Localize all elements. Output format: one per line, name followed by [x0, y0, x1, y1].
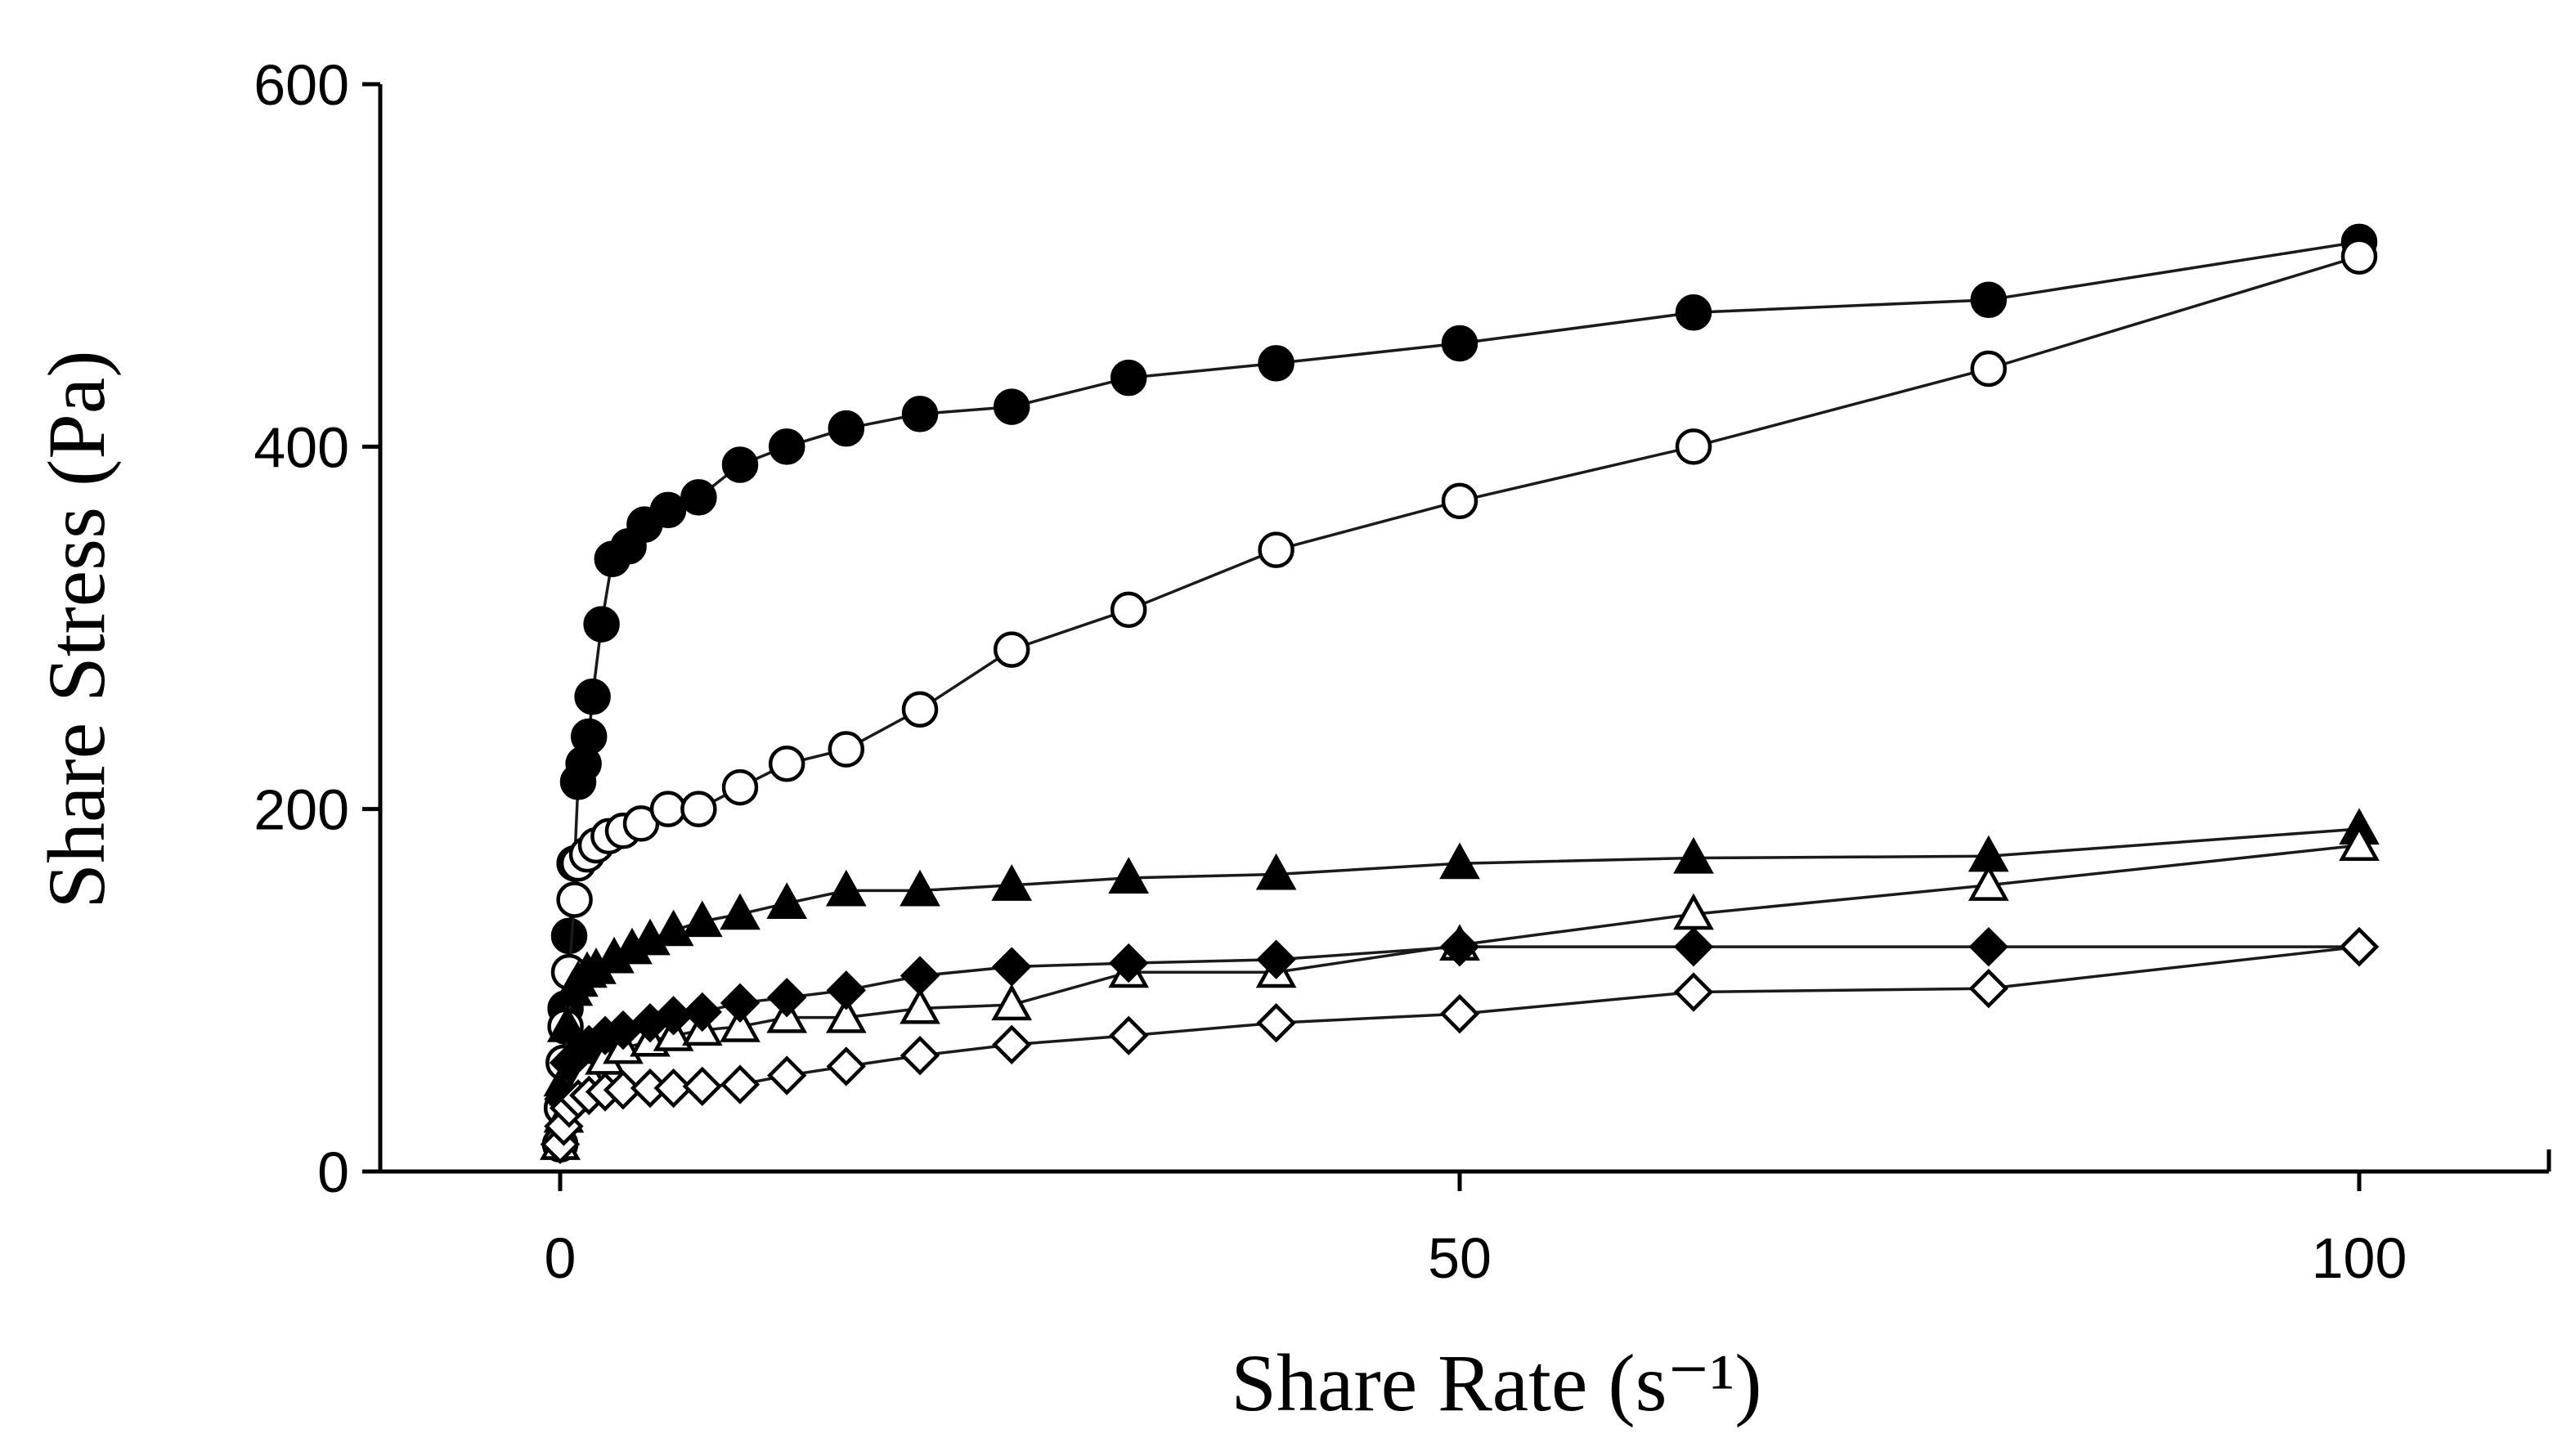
series-layer	[540, 223, 2380, 1164]
data-point	[1258, 531, 1294, 568]
data-point	[2339, 926, 2380, 967]
data-point	[720, 1064, 761, 1104]
data-point	[721, 446, 759, 483]
data-point	[1439, 926, 1480, 967]
data-point	[653, 1068, 693, 1109]
axes	[378, 84, 2551, 1174]
y-axis-title: Share Stress (Pa)	[31, 350, 122, 908]
data-point	[1673, 836, 1714, 874]
data-point	[826, 1046, 866, 1086]
y-ticks: 0 200 400 600	[254, 53, 380, 1204]
data-point	[720, 1006, 761, 1042]
data-point	[991, 864, 1033, 901]
data-point	[900, 987, 940, 1024]
data-point	[825, 869, 867, 907]
data-point	[828, 410, 865, 447]
data-point	[828, 731, 865, 768]
data-point	[682, 1066, 722, 1106]
y-tick-label: 600	[254, 53, 349, 117]
data-point	[681, 900, 723, 938]
data-point	[1109, 943, 1149, 983]
y-tick-label: 0	[317, 1140, 349, 1204]
data-point	[901, 691, 939, 728]
series-line	[559, 945, 2360, 1145]
data-point	[720, 893, 761, 930]
data-point	[720, 983, 761, 1024]
data-point	[1258, 345, 1294, 382]
data-point	[546, 1006, 588, 1042]
data-point	[1675, 428, 1712, 465]
data-point	[993, 388, 1030, 425]
data-point	[768, 428, 805, 465]
x-ticks: 0 50 100	[545, 1172, 2407, 1290]
data-point	[1968, 926, 2008, 967]
data-point	[680, 479, 717, 516]
data-point	[1256, 939, 1296, 979]
data-point	[2339, 824, 2380, 862]
data-point	[1675, 294, 1712, 331]
data-point	[767, 978, 807, 1018]
x-tick-label: 0	[545, 1226, 577, 1290]
data-point	[649, 491, 687, 529]
data-point	[570, 718, 608, 755]
series-4	[540, 926, 2380, 1164]
data-point	[1441, 325, 1478, 362]
data-point	[1108, 857, 1150, 894]
data-point	[992, 947, 1032, 987]
data-point	[900, 869, 940, 907]
data-point	[1970, 350, 2008, 388]
x-tick-label: 50	[1428, 1226, 1492, 1290]
x-tick-label: 100	[2312, 1226, 2407, 1290]
data-point	[1968, 864, 2009, 901]
x-axis-title: Share Rate (s⁻¹)	[1231, 1337, 1761, 1428]
series-2	[540, 808, 2380, 1160]
data-point	[766, 882, 808, 919]
data-point	[583, 606, 620, 643]
data-point	[993, 631, 1030, 668]
data-point	[1968, 968, 2008, 1009]
data-point	[682, 992, 722, 1033]
data-point	[826, 970, 866, 1010]
data-point	[721, 768, 759, 806]
data-point	[1673, 972, 1714, 1012]
y-tick-label: 400	[254, 415, 349, 479]
data-point	[1255, 853, 1297, 890]
data-point	[1970, 281, 2008, 319]
data-point	[767, 1055, 807, 1095]
data-point	[901, 396, 939, 432]
data-point	[900, 956, 940, 996]
data-point	[574, 678, 611, 715]
data-point	[1439, 993, 1480, 1034]
data-point	[1109, 1015, 1149, 1055]
data-point	[653, 909, 694, 947]
data-point	[1110, 591, 1147, 629]
y-tick-label: 200	[254, 778, 349, 842]
data-point	[825, 996, 867, 1033]
data-point	[680, 791, 717, 827]
data-point	[1439, 842, 1480, 880]
data-point	[768, 746, 805, 782]
data-point	[649, 791, 687, 827]
data-point	[1110, 359, 1147, 396]
data-point	[550, 917, 588, 955]
data-point	[556, 881, 593, 918]
data-point	[1256, 1003, 1296, 1043]
data-point	[992, 1024, 1032, 1065]
data-point	[991, 983, 1033, 1021]
data-point	[900, 1035, 940, 1076]
series-5	[540, 926, 2380, 1164]
data-point	[1441, 482, 1478, 520]
data-point	[2340, 238, 2378, 275]
data-point	[1673, 926, 1714, 967]
